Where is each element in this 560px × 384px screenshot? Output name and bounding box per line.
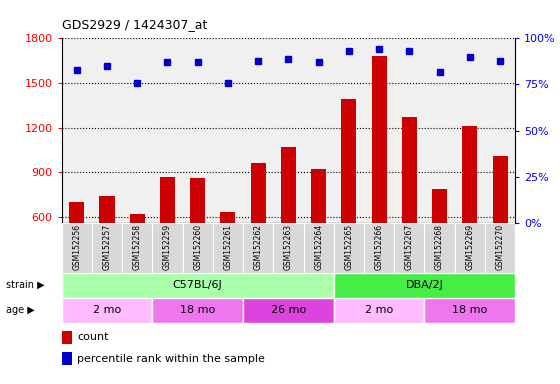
Text: GSM152265: GSM152265 bbox=[344, 224, 353, 270]
Bar bbox=[62, 331, 72, 344]
Bar bbox=[424, 223, 455, 273]
Bar bbox=[152, 298, 243, 323]
Bar bbox=[342, 99, 357, 223]
Text: 26 mo: 26 mo bbox=[271, 305, 306, 315]
Bar bbox=[92, 223, 122, 273]
Text: GSM152268: GSM152268 bbox=[435, 224, 444, 270]
Text: GSM152264: GSM152264 bbox=[314, 224, 323, 270]
Bar bbox=[129, 214, 144, 223]
Bar bbox=[334, 298, 424, 323]
Bar bbox=[183, 223, 213, 273]
Bar bbox=[160, 177, 175, 223]
Text: GDS2929 / 1424307_at: GDS2929 / 1424307_at bbox=[62, 18, 207, 31]
Text: 18 mo: 18 mo bbox=[180, 305, 215, 315]
Text: 2 mo: 2 mo bbox=[93, 305, 121, 315]
Text: age ▶: age ▶ bbox=[6, 305, 34, 315]
Bar bbox=[455, 223, 485, 273]
Bar bbox=[462, 126, 477, 223]
Bar bbox=[273, 223, 304, 273]
Text: DBA/2J: DBA/2J bbox=[405, 280, 444, 290]
Text: percentile rank within the sample: percentile rank within the sample bbox=[77, 354, 265, 364]
Text: 18 mo: 18 mo bbox=[452, 305, 487, 315]
Text: GSM152262: GSM152262 bbox=[254, 224, 263, 270]
Text: GSM152266: GSM152266 bbox=[375, 224, 384, 270]
Bar bbox=[190, 178, 205, 223]
Text: strain ▶: strain ▶ bbox=[6, 280, 44, 290]
Text: GSM152267: GSM152267 bbox=[405, 224, 414, 270]
Text: GSM152270: GSM152270 bbox=[496, 224, 505, 270]
Text: GSM152269: GSM152269 bbox=[465, 224, 474, 270]
Bar bbox=[69, 202, 84, 223]
Text: GSM152258: GSM152258 bbox=[133, 224, 142, 270]
Text: count: count bbox=[77, 333, 109, 343]
Text: GSM152256: GSM152256 bbox=[72, 224, 81, 270]
Bar bbox=[493, 156, 507, 223]
Bar bbox=[424, 298, 515, 323]
Bar bbox=[243, 298, 334, 323]
Bar bbox=[100, 196, 115, 223]
Bar bbox=[62, 223, 92, 273]
Bar bbox=[152, 223, 183, 273]
Bar bbox=[402, 117, 417, 223]
Bar bbox=[213, 223, 243, 273]
Bar bbox=[281, 147, 296, 223]
Bar bbox=[334, 223, 364, 273]
Text: 2 mo: 2 mo bbox=[365, 305, 393, 315]
Text: C57BL/6J: C57BL/6J bbox=[173, 280, 222, 290]
Bar bbox=[372, 56, 387, 223]
Bar bbox=[394, 223, 424, 273]
Text: GSM152260: GSM152260 bbox=[193, 224, 202, 270]
Bar bbox=[334, 273, 515, 298]
Text: GSM152259: GSM152259 bbox=[163, 224, 172, 270]
Text: GSM152257: GSM152257 bbox=[102, 224, 111, 270]
Bar bbox=[62, 298, 152, 323]
Bar bbox=[243, 223, 273, 273]
Bar bbox=[251, 163, 266, 223]
Bar bbox=[122, 223, 152, 273]
Bar bbox=[62, 352, 72, 365]
Bar bbox=[485, 223, 515, 273]
Bar bbox=[311, 169, 326, 223]
Bar bbox=[304, 223, 334, 273]
Bar bbox=[62, 273, 334, 298]
Bar bbox=[364, 223, 394, 273]
Bar bbox=[432, 189, 447, 223]
Text: GSM152261: GSM152261 bbox=[223, 224, 232, 270]
Bar bbox=[221, 212, 236, 223]
Text: GSM152263: GSM152263 bbox=[284, 224, 293, 270]
